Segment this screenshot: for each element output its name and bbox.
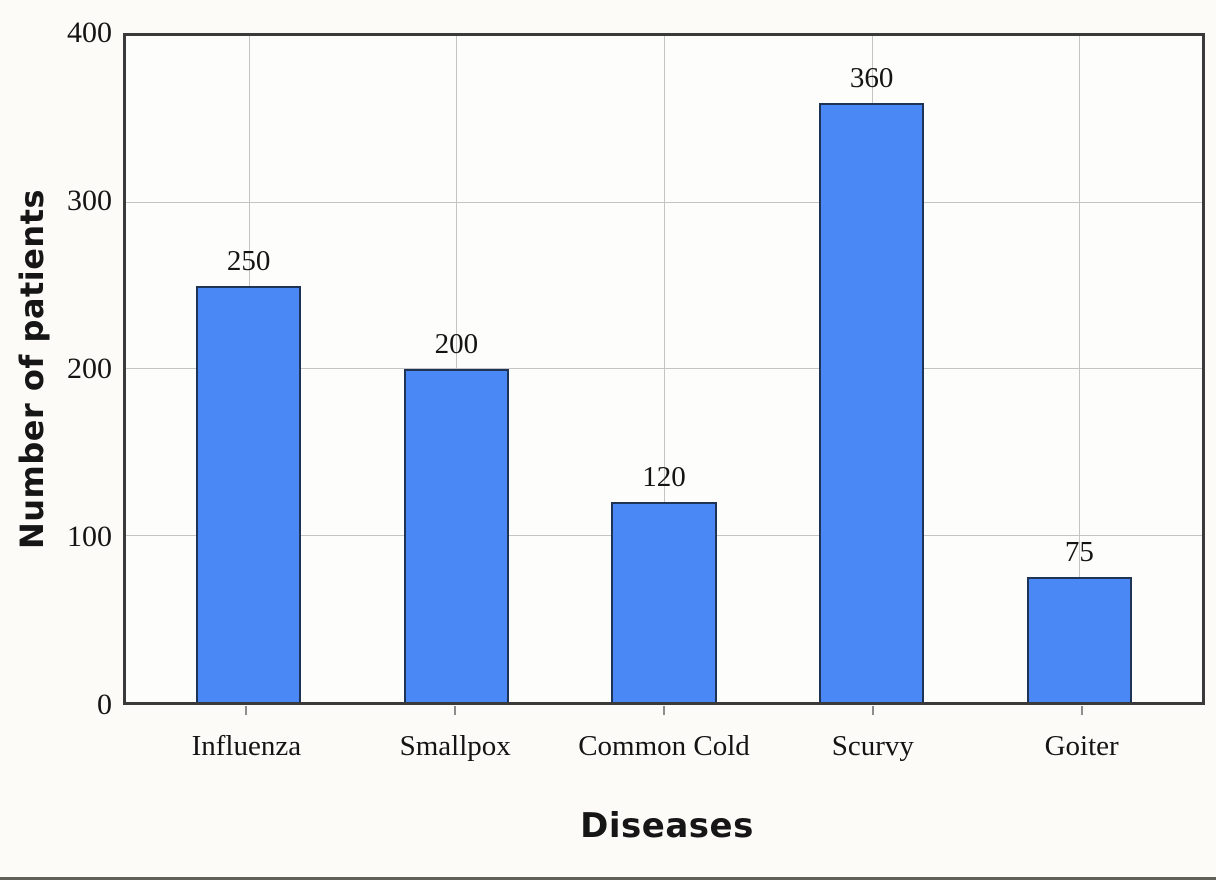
bar-scurvy xyxy=(819,102,925,702)
bar-value-label: 120 xyxy=(642,461,686,494)
bar-goiter xyxy=(1026,577,1132,702)
x-tick-mark xyxy=(663,706,665,715)
bar-influenza xyxy=(196,285,302,702)
plot-area: 250 200 120 360 75 xyxy=(123,33,1205,705)
x-tick-label-goiter: Goiter xyxy=(1044,730,1119,762)
horizontal-gridline xyxy=(126,201,1202,203)
horizontal-gridline xyxy=(126,368,1202,369)
x-tick-label-scurvy: Scurvy xyxy=(831,730,914,762)
bar-value-label: 75 xyxy=(1064,536,1094,569)
bar-value-label: 200 xyxy=(434,328,479,360)
x-tick-mark xyxy=(1080,706,1083,715)
y-tick-label: 400 xyxy=(67,16,112,49)
y-tick-label: 100 xyxy=(67,520,112,553)
bar-value-label: 360 xyxy=(849,61,894,94)
bar-smallpox xyxy=(403,369,509,702)
x-tick-label-common-cold: Common Cold xyxy=(578,730,750,762)
y-tick-label: 300 xyxy=(67,184,112,217)
bar-common-cold xyxy=(611,502,717,702)
vertical-gridline xyxy=(664,36,665,702)
x-tick-mark xyxy=(871,706,874,715)
y-tick-label: 0 xyxy=(97,688,112,721)
x-tick-mark xyxy=(245,706,248,715)
x-tick-mark xyxy=(454,706,457,715)
photo-bottom-edge xyxy=(0,877,1216,880)
x-tick-label-smallpox: Smallpox xyxy=(399,730,511,762)
bar-value-label: 250 xyxy=(226,244,271,277)
x-tick-label-influenza: Influenza xyxy=(191,730,302,762)
y-tick-label: 200 xyxy=(67,352,112,385)
vertical-gridline xyxy=(1079,36,1081,702)
x-axis-title: Diseases xyxy=(580,806,754,846)
